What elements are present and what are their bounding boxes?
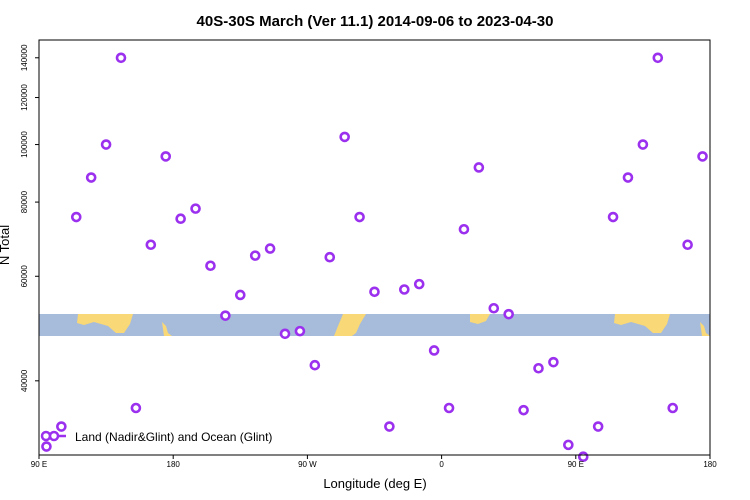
data-point [249, 250, 261, 261]
data-point [622, 172, 634, 183]
y-axis-label: N Total [0, 225, 12, 265]
legend: Land (Nadir&Glint) and Ocean (Glint) [40, 430, 272, 444]
x-tick-label: 180 [703, 460, 717, 469]
data-point [518, 404, 529, 416]
data-point [682, 239, 693, 251]
data-point [41, 441, 52, 452]
data-point [70, 211, 82, 223]
map-strip-land-australia [77, 314, 133, 333]
data-point [428, 345, 440, 356]
data-point [548, 356, 559, 368]
data-point [294, 325, 306, 337]
chart-title: 40S-30S March (Ver 11.1) 2014-09-06 to 2… [197, 13, 554, 30]
data-point [443, 402, 455, 414]
data-point [607, 211, 619, 223]
map-strip-land-australia-repeat [614, 314, 670, 333]
data-point [637, 139, 649, 150]
data-point [488, 302, 500, 314]
data-point [354, 211, 365, 223]
legend-entry-label: Land (Nadir&Glint) and Ocean (Glint) [75, 430, 272, 444]
y-tick-label: 140000 [20, 44, 29, 71]
data-point [175, 213, 186, 225]
data-point [190, 203, 201, 214]
y-tick-label: 120000 [20, 84, 29, 111]
data-point [205, 260, 216, 272]
data-point [667, 402, 679, 414]
data-point [130, 402, 142, 414]
data-point [533, 362, 544, 374]
data-point [279, 328, 291, 340]
y-tick-label: 60000 [20, 265, 29, 288]
x-axis: 90 E 180 90 W 0 90 E 180 [31, 455, 717, 469]
data-point [458, 223, 470, 235]
data-point [235, 289, 246, 301]
data-point [324, 251, 336, 263]
data-point [697, 151, 708, 162]
data-point [115, 52, 127, 64]
y-axis: 40000 60000 80000 100000 120000 140000 [20, 44, 39, 392]
map-strip-ocean [39, 314, 710, 336]
map-strip-land-africa [470, 314, 490, 324]
legend-marker-swatch [48, 430, 60, 442]
plot-frame [38, 39, 711, 456]
data-point [85, 172, 97, 183]
data-point [56, 421, 67, 432]
y-tick-label: 80000 [20, 190, 29, 213]
x-tick-label: 0 [439, 460, 444, 469]
data-point [160, 151, 172, 162]
data-point [220, 310, 231, 321]
y-tick-label: 100000 [20, 131, 29, 158]
data-point [309, 359, 321, 371]
y-tick-label: 40000 [20, 369, 29, 392]
map-strip-land-south-america [334, 314, 366, 336]
x-tick-label: 90 E [31, 460, 47, 469]
data-point [339, 131, 350, 143]
data-point [399, 284, 410, 295]
data-point [264, 243, 276, 254]
map-strip [39, 314, 710, 336]
data-point [413, 278, 425, 290]
data-point [100, 139, 112, 150]
x-tick-label: 180 [167, 460, 181, 469]
map-strip-land-new-zealand-repeat [700, 322, 710, 336]
data-point [473, 162, 485, 173]
data-point [652, 52, 664, 64]
data-point [563, 439, 574, 451]
x-axis-label: Longitude (deg E) [323, 476, 426, 491]
data-point [369, 286, 380, 298]
data-point [503, 308, 515, 320]
x-tick-label: 90 W [298, 460, 317, 469]
data-points [41, 52, 708, 463]
map-strip-land-new-zealand [162, 322, 172, 336]
data-point [384, 421, 395, 432]
data-point [592, 421, 604, 432]
data-point [145, 239, 157, 251]
x-tick-label: 90 E [568, 460, 584, 469]
